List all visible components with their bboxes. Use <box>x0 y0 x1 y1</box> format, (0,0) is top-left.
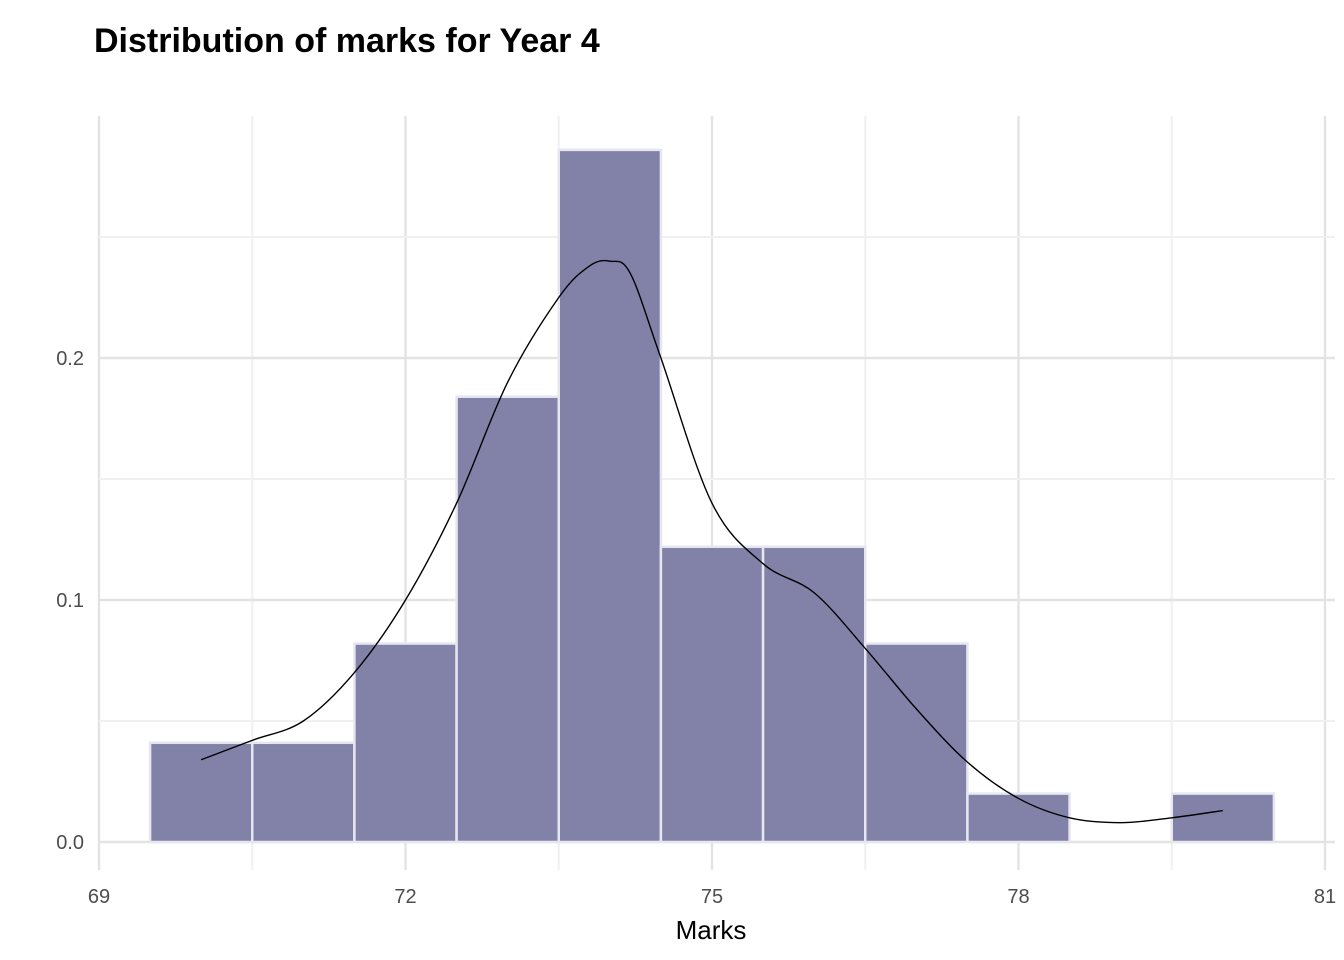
x-tick-label: 81 <box>1314 886 1336 908</box>
x-axis-title: Marks <box>676 915 747 945</box>
y-tick-label: 0.2 <box>56 348 84 370</box>
histogram-bar <box>455 395 561 844</box>
histogram-bar <box>864 642 969 844</box>
histogram-bar <box>251 741 356 844</box>
x-axis-ticks: 69 72 75 78 81 <box>88 886 1336 908</box>
histogram-bar <box>1170 792 1276 844</box>
chart-title: Distribution of marks for Year 4 <box>94 22 600 60</box>
histogram-bar <box>353 642 458 844</box>
x-tick-label: 69 <box>88 886 110 908</box>
histogram-bar <box>761 545 867 844</box>
histogram-bar <box>557 148 663 844</box>
y-tick-label: 0.1 <box>56 590 84 612</box>
x-tick-label: 75 <box>701 886 723 908</box>
histogram-bars <box>148 148 1276 844</box>
x-tick-label: 78 <box>1007 886 1029 908</box>
histogram-bar <box>966 792 1071 844</box>
histogram-bar <box>659 545 765 844</box>
x-tick-label: 72 <box>394 886 416 908</box>
density-curve <box>200 259 1223 824</box>
histogram-bar <box>148 741 254 844</box>
density-curve-group <box>200 259 1223 824</box>
y-axis-ticks: 0.0 0.1 0.2 <box>56 348 84 854</box>
y-tick-label: 0.0 <box>56 832 84 854</box>
